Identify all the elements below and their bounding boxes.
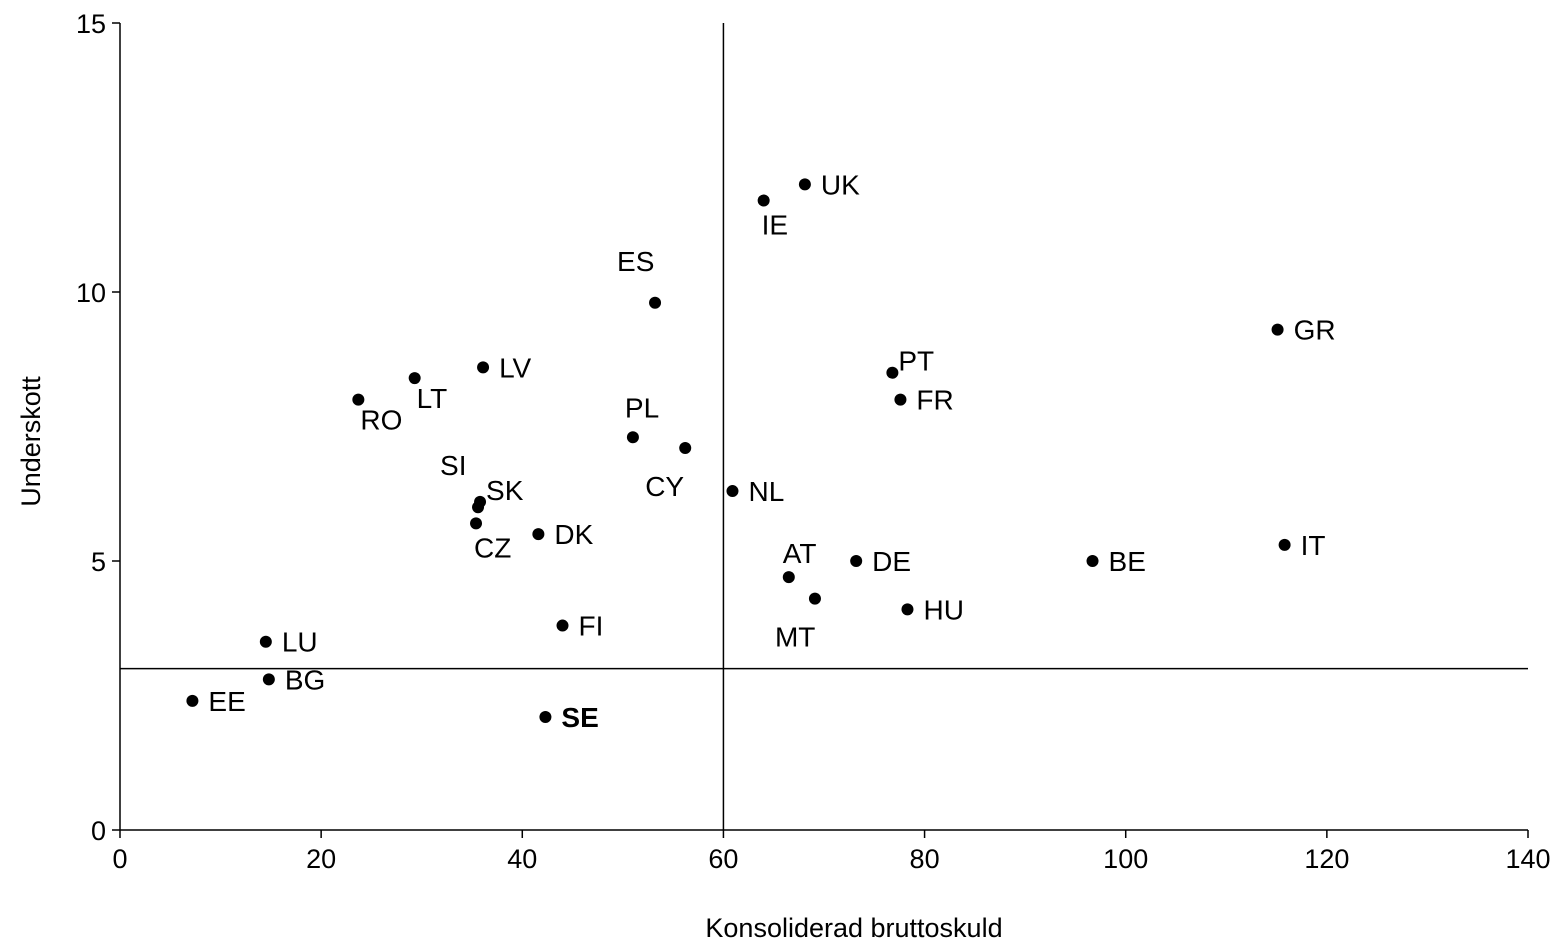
point-label-se: SE bbox=[561, 702, 598, 733]
x-tick-label: 140 bbox=[1505, 844, 1550, 874]
point-label-cz: CZ bbox=[474, 532, 511, 563]
point-label-it: IT bbox=[1301, 530, 1326, 561]
data-point-at bbox=[782, 571, 795, 584]
y-axis-ticks: 0 5 10 15 bbox=[76, 9, 120, 846]
axes bbox=[119, 23, 1528, 831]
point-label-bg: BG bbox=[285, 664, 325, 695]
point-label-ie: IE bbox=[762, 210, 788, 241]
data-point-gr bbox=[1271, 323, 1284, 336]
point-label-lt: LT bbox=[417, 383, 448, 414]
data-point-es bbox=[649, 296, 662, 309]
x-axis-title: Konsoliderad bruttoskuld bbox=[705, 913, 1002, 943]
x-axis-ticks: 0 20 40 60 80 100 120 140 bbox=[112, 830, 1551, 874]
point-label-lu: LU bbox=[282, 627, 318, 658]
data-point-fi bbox=[556, 619, 569, 632]
point-label-hu: HU bbox=[923, 594, 963, 625]
data-point-pt bbox=[886, 366, 899, 379]
point-label-gr: GR bbox=[1294, 315, 1336, 346]
point-label-nl: NL bbox=[748, 476, 784, 507]
x-tick-label: 20 bbox=[306, 844, 336, 874]
point-label-ro: RO bbox=[360, 405, 402, 436]
data-point-lv bbox=[477, 361, 490, 374]
y-tick-label: 10 bbox=[76, 278, 106, 308]
point-label-de: DE bbox=[872, 546, 911, 577]
data-point-lu bbox=[259, 635, 272, 648]
x-tick-label: 0 bbox=[112, 844, 127, 874]
data-point-hu bbox=[901, 603, 914, 616]
point-label-uk: UK bbox=[821, 169, 860, 200]
point-label-at: AT bbox=[783, 538, 817, 569]
data-point-bg bbox=[262, 673, 275, 686]
x-tick-label: 60 bbox=[708, 844, 738, 874]
x-tick-label: 100 bbox=[1103, 844, 1148, 874]
point-label-es: ES bbox=[617, 246, 654, 277]
x-tick-label: 120 bbox=[1304, 844, 1349, 874]
point-label-fi: FI bbox=[579, 611, 604, 642]
data-point-be bbox=[1086, 555, 1099, 567]
data-point-dk bbox=[532, 528, 545, 541]
data-point-cz bbox=[470, 517, 483, 530]
point-label-si: SI bbox=[440, 450, 466, 481]
data-point-ro bbox=[352, 393, 365, 406]
data-point-fr bbox=[894, 393, 907, 406]
data-point-nl bbox=[726, 485, 739, 498]
point-label-ee: EE bbox=[208, 686, 245, 717]
data-point-si bbox=[472, 501, 485, 514]
data-point-uk bbox=[798, 178, 811, 191]
point-label-dk: DK bbox=[554, 519, 593, 550]
data-point-cy bbox=[679, 442, 692, 455]
data-point-se bbox=[539, 711, 552, 724]
point-label-be: BE bbox=[1109, 546, 1146, 577]
point-label-mt: MT bbox=[775, 622, 815, 653]
point-label-pl: PL bbox=[625, 392, 659, 423]
data-point-lt bbox=[408, 372, 421, 385]
y-axis-title: Underskott bbox=[16, 376, 46, 507]
data-point-ee bbox=[186, 694, 199, 707]
data-point-ie bbox=[757, 194, 770, 207]
x-tick-label: 40 bbox=[507, 844, 537, 874]
point-label-cy: CY bbox=[645, 471, 684, 502]
data-point-de bbox=[850, 555, 863, 567]
x-tick-label: 80 bbox=[910, 844, 940, 874]
point-label-fr: FR bbox=[916, 385, 953, 416]
data-point-it bbox=[1278, 538, 1291, 551]
y-tick-label: 5 bbox=[91, 547, 106, 577]
y-tick-label: 0 bbox=[91, 816, 106, 846]
data-point-pl bbox=[626, 431, 639, 444]
data-point-mt bbox=[808, 592, 821, 605]
point-label-lv: LV bbox=[499, 352, 531, 383]
reference-lines bbox=[120, 23, 1528, 830]
point-label-pt: PT bbox=[898, 346, 934, 377]
data-points: UK IE ES GR LV PT LT RO FR PL CY NL SK SI CZ DK IT DE BE AT… bbox=[186, 169, 1336, 733]
point-label-sk: SK bbox=[486, 475, 524, 506]
y-tick-label: 15 bbox=[76, 9, 106, 39]
